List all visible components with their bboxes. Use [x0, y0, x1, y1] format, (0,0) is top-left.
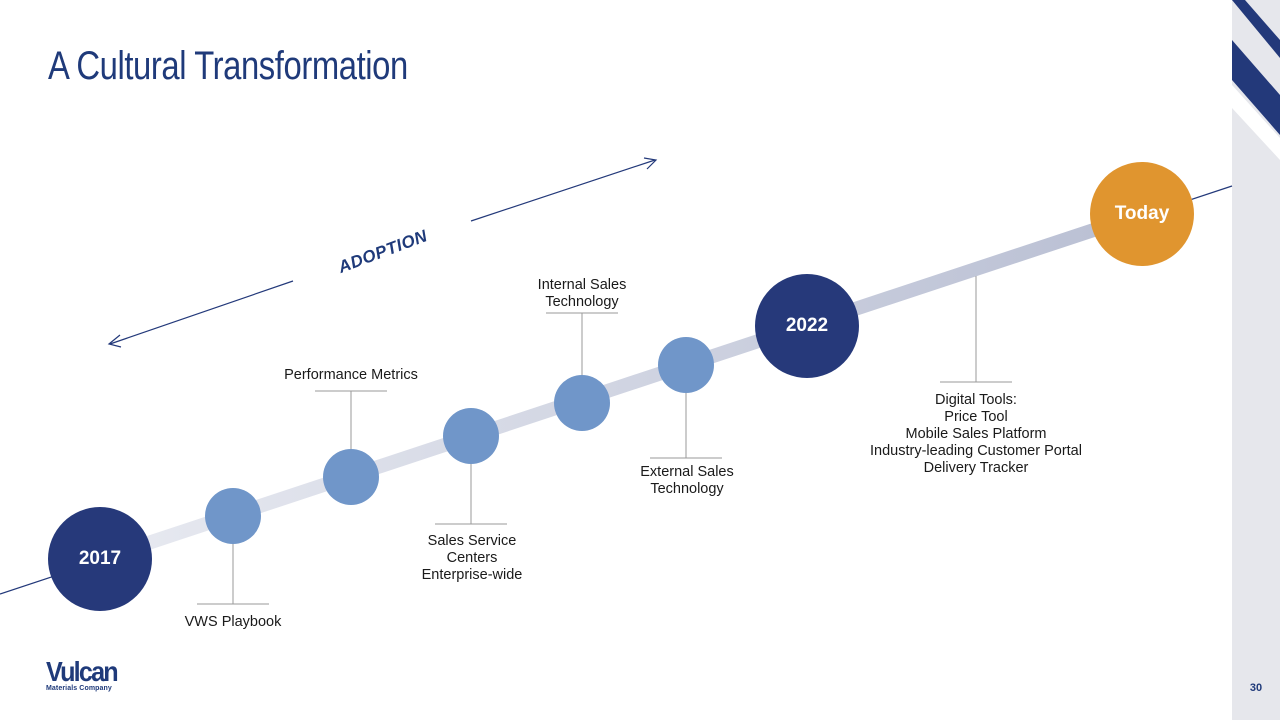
milestone-2022-label: 2022 [785, 315, 829, 336]
milestone-2022-circle [755, 274, 859, 378]
event-label-performance-metrics: Performance Metrics [284, 367, 418, 383]
event-node-performance-metrics [323, 449, 379, 505]
company-logo: Vulcan Materials Company [46, 656, 136, 693]
logo-wordmark: Vulcan [46, 656, 119, 687]
corner-stripes-decoration [1232, 0, 1280, 160]
event-node-internal-sales-technology [554, 375, 610, 431]
slide-title: A Cultural Transformation [48, 44, 408, 88]
event-node-vws-playbook [205, 488, 261, 544]
milestone-today-label: Today [1114, 203, 1170, 224]
adoption-arrow [107, 157, 658, 348]
milestone-2017-circle [48, 507, 152, 611]
timeline-band [97, 207, 1145, 566]
event-node-external-sales-technology [658, 337, 714, 393]
event-label-internal-sales-technology: Internal Sales Technology [537, 277, 627, 310]
event-label-external-sales-technology: External Sales Technology [640, 464, 734, 497]
logo-subtitle: Materials Company [46, 685, 112, 692]
event-node-sales-service-centers [443, 408, 499, 464]
milestone-today-circle [1090, 162, 1194, 266]
event-label-sales-service-centers: Sales Service Centers Enterprise-wide [421, 533, 523, 583]
page-number: 30 [1249, 682, 1263, 694]
event-label-digital-tools: Digital Tools: Price Tool Mobile Sales P… [870, 392, 1082, 476]
milestone-2017-label: 2017 [78, 548, 122, 569]
event-label-vws-playbook: VWS Playbook [184, 614, 282, 630]
